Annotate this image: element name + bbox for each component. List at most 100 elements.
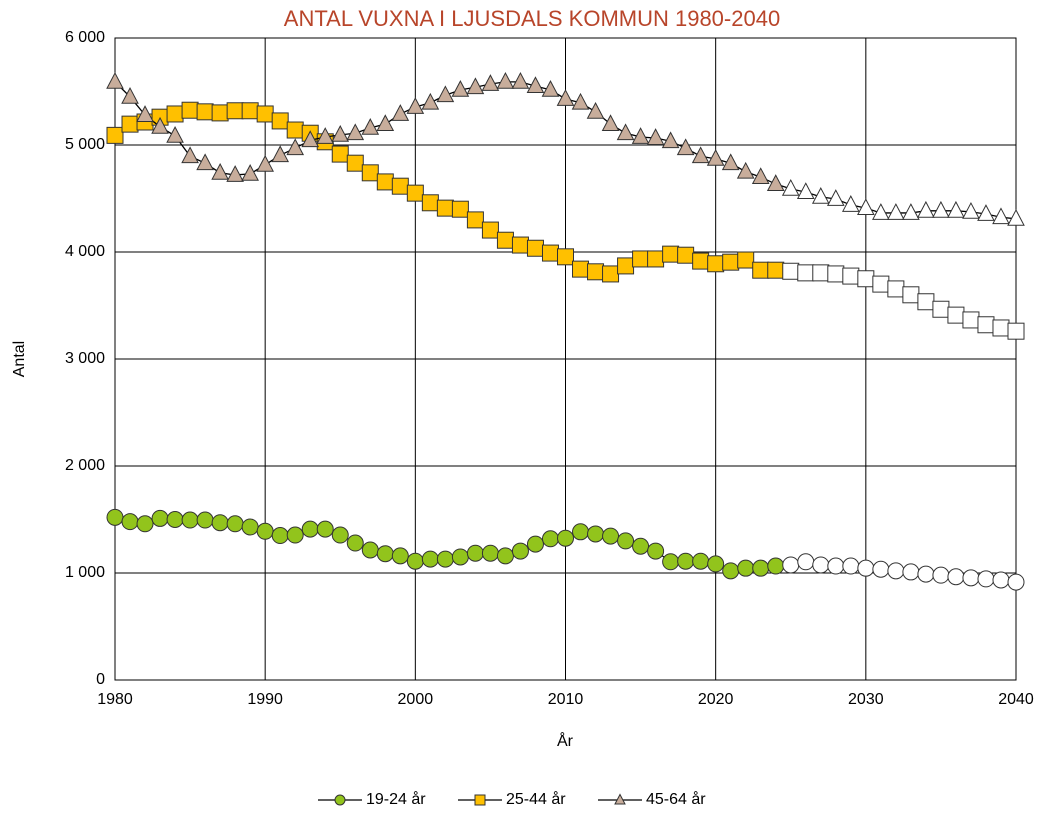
- plot-border: [114, 37, 1017, 681]
- marker: [316, 127, 335, 144]
- marker: [947, 200, 965, 218]
- marker: [361, 164, 379, 182]
- marker: [707, 255, 725, 273]
- marker: [166, 126, 184, 143]
- marker: [721, 153, 740, 171]
- marker: [226, 515, 244, 533]
- marker: [106, 508, 124, 526]
- marker: [346, 534, 364, 552]
- marker: [256, 522, 274, 540]
- marker: [842, 267, 860, 285]
- marker: [226, 102, 244, 120]
- marker: [737, 559, 755, 577]
- marker: [992, 571, 1010, 589]
- marker: [271, 527, 289, 545]
- marker: [496, 547, 514, 565]
- marker: [121, 513, 139, 531]
- y-tick-label: 0: [96, 671, 105, 688]
- y-axis-label: Antal: [11, 341, 28, 377]
- y-tick-label: 5 000: [65, 136, 105, 153]
- marker: [166, 511, 184, 528]
- marker: [841, 195, 860, 212]
- x-tick-label: 1990: [247, 691, 283, 708]
- marker: [782, 556, 800, 574]
- marker: [376, 173, 394, 191]
- marker: [632, 250, 650, 268]
- marker: [887, 562, 905, 580]
- marker: [736, 161, 755, 179]
- marker: [331, 145, 349, 163]
- marker: [421, 194, 439, 212]
- marker: [857, 198, 875, 216]
- marker: [947, 306, 965, 324]
- marker: [557, 529, 574, 547]
- x-tick-label: 1980: [97, 691, 133, 708]
- marker: [752, 559, 770, 577]
- marker: [872, 560, 890, 578]
- marker: [451, 200, 469, 218]
- marker: [256, 105, 274, 123]
- marker: [691, 146, 710, 164]
- marker: [917, 200, 935, 218]
- marker: [1007, 322, 1025, 340]
- x-tick-label: 2040: [998, 691, 1034, 708]
- marker: [361, 118, 380, 135]
- marker: [811, 187, 830, 204]
- marker: [677, 246, 695, 264]
- y-tick-label: 3 000: [65, 350, 105, 367]
- marker: [331, 526, 349, 544]
- marker: [286, 526, 304, 544]
- marker: [587, 263, 605, 281]
- marker: [887, 203, 905, 220]
- marker: [706, 149, 725, 166]
- marker: [872, 203, 890, 220]
- marker: [451, 548, 469, 566]
- marker: [781, 178, 800, 196]
- marker: [962, 311, 980, 329]
- marker: [241, 164, 259, 181]
- marker: [692, 552, 710, 570]
- marker: [226, 165, 244, 182]
- marker: [797, 264, 815, 282]
- marker: [631, 127, 650, 144]
- marker: [977, 316, 995, 334]
- marker: [752, 261, 770, 279]
- marker: [241, 518, 259, 536]
- marker: [587, 525, 605, 543]
- y-tick-label: 1 000: [65, 564, 105, 581]
- marker: [436, 85, 455, 103]
- marker: [977, 570, 995, 588]
- marker: [481, 74, 500, 91]
- marker: [436, 199, 454, 217]
- marker: [766, 174, 785, 191]
- marker: [136, 105, 154, 122]
- marker: [136, 515, 154, 533]
- marker: [406, 552, 424, 570]
- marker: [406, 97, 425, 114]
- marker: [572, 260, 590, 278]
- marker: [526, 76, 545, 94]
- marker: [602, 527, 620, 545]
- marker: [421, 550, 439, 568]
- marker: [796, 182, 815, 199]
- marker: [181, 146, 199, 164]
- marker: [962, 202, 980, 219]
- marker: [902, 203, 920, 220]
- x-tick-label: 2020: [698, 691, 734, 708]
- marker: [632, 537, 650, 555]
- marker: [271, 145, 290, 163]
- marker: [617, 257, 635, 275]
- marker: [977, 204, 995, 221]
- marker: [151, 509, 169, 527]
- marker: [331, 124, 350, 142]
- x-axis-label: År: [557, 731, 574, 750]
- marker: [947, 568, 965, 586]
- marker: [256, 154, 274, 172]
- marker: [271, 112, 289, 130]
- marker: [707, 555, 725, 573]
- marker: [406, 184, 424, 202]
- marker: [797, 553, 815, 571]
- marker: [511, 71, 530, 89]
- marker: [361, 541, 379, 559]
- x-tick-label: 2010: [548, 691, 584, 708]
